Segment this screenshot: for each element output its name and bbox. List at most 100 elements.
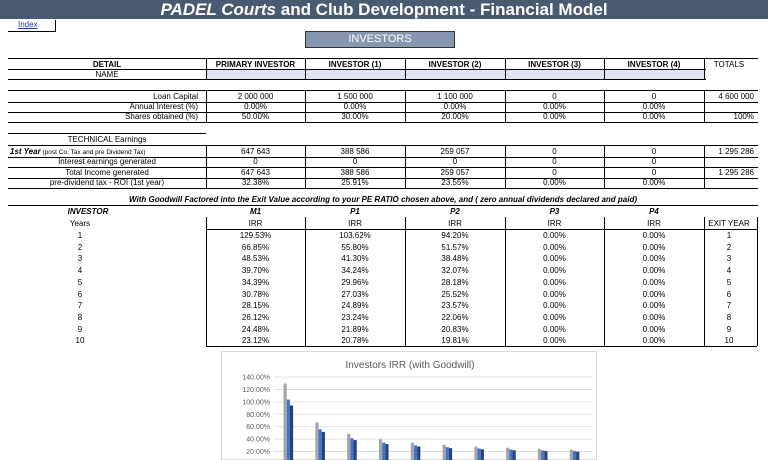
- earnings-row-value: 32.38%: [241, 178, 270, 187]
- table3-top: [8, 205, 758, 206]
- earnings-row-label: Interest earnings generated: [58, 157, 156, 166]
- page-title: PADEL Courts and Club Development - Fina…: [0, 0, 768, 19]
- grid-line: [604, 145, 605, 189]
- irr-subheader: IRR: [448, 219, 462, 228]
- row-line: [8, 122, 758, 123]
- detail-row-value: 0.00%: [543, 112, 566, 121]
- irr-value: 0.00%: [642, 336, 666, 346]
- page-title-italic: PADEL Courts: [160, 0, 276, 19]
- detail-row-value: 2 000 000: [237, 92, 274, 101]
- detail-row-value: 1 500 000: [337, 92, 373, 101]
- irr-value: 94.20%: [441, 231, 469, 240]
- earnings-row-value: 0: [651, 157, 657, 166]
- grid-line: [305, 58, 306, 80]
- grid-line: [505, 145, 506, 189]
- row-line: [8, 102, 758, 103]
- first-year-value: 647 643: [241, 147, 270, 156]
- chart-bar: [353, 440, 357, 460]
- irr-value: 23.24%: [341, 312, 369, 322]
- first-year-value: 0: [651, 147, 657, 156]
- irr-value: 28.15%: [241, 301, 270, 311]
- year-label: 2: [77, 242, 83, 252]
- table3-header-line: [206, 229, 758, 230]
- grid-line: [704, 217, 705, 346]
- chart-bar: [445, 447, 449, 460]
- year-label: 5: [77, 277, 83, 287]
- year-label: 10: [75, 336, 85, 346]
- irr-value: 0.00%: [642, 254, 666, 264]
- index-cell: [8, 20, 56, 32]
- irr-value: 0.00%: [543, 312, 566, 322]
- chart-bar: [576, 451, 580, 460]
- irr-value: 41.30%: [341, 254, 369, 264]
- grid-line: [405, 58, 406, 80]
- irr-value: 23.12%: [241, 336, 270, 346]
- earnings-row-value: 0: [651, 168, 657, 177]
- irr-value: 0.00%: [543, 231, 566, 240]
- exit-year-value: 1: [726, 231, 732, 240]
- grid-line: [704, 90, 705, 123]
- page-title-rest: and Club Development - Financial Model: [280, 0, 608, 19]
- chart-bar: [378, 439, 383, 460]
- irr-value: 55.80%: [341, 242, 369, 252]
- grid-line: [206, 217, 207, 346]
- grid-line: [405, 217, 406, 346]
- year-label: 9: [77, 324, 83, 334]
- row-line: [8, 112, 758, 113]
- grid-line: [206, 145, 207, 189]
- irr-value: 0.00%: [642, 289, 666, 299]
- earnings-row-value: 259 057: [440, 168, 470, 177]
- chart-bar: [512, 450, 516, 460]
- index-link[interactable]: Index: [18, 20, 38, 29]
- chart-y-tick-label: 20.00%: [246, 449, 270, 456]
- goodwill-note: With Goodwill Factored into the Exit Val…: [129, 195, 637, 204]
- row-line: [8, 178, 758, 179]
- earnings-row-value: 647 643: [241, 168, 270, 177]
- first-year-total: 1 295 286: [718, 147, 754, 156]
- irr-value: 0.00%: [642, 324, 666, 334]
- chart-bar: [474, 446, 478, 460]
- investor-col-header: PRIMARY INVESTOR: [215, 60, 296, 69]
- earnings-row-total: 1 295 286: [718, 168, 754, 177]
- earnings-row-value: 0: [253, 157, 258, 166]
- irr-value: 0.00%: [543, 301, 566, 311]
- chart-bar: [480, 449, 484, 460]
- grid-line: [405, 145, 406, 189]
- irr-value: 0.00%: [543, 289, 566, 299]
- chart-bar: [537, 448, 542, 460]
- exit-year-value: 10: [724, 336, 734, 346]
- grid-line: [305, 217, 306, 346]
- chart-bar: [382, 442, 386, 460]
- exit-year-value: 2: [726, 242, 732, 252]
- exit-year-value: 8: [726, 312, 732, 322]
- earnings-row-value: 0: [552, 157, 557, 166]
- years-label: Years: [69, 219, 91, 228]
- first-year-label: 1st Year (post Co. Tax and pre Dividend …: [10, 147, 206, 158]
- earnings-row-value: 23.55%: [441, 178, 469, 187]
- investor-name-input: [306, 69, 405, 79]
- chart-bar: [283, 383, 287, 460]
- chart-bar: [385, 444, 389, 460]
- title-banner: [0, 0, 768, 19]
- chart-title: Investors IRR (with Goodwill): [345, 360, 475, 371]
- irr-subheader: IRR: [348, 219, 362, 228]
- irr-value: 48.53%: [241, 254, 270, 264]
- chart-bar: [321, 431, 325, 460]
- irr-value: 66.85%: [241, 242, 270, 252]
- first-year-bold: 1st Year: [10, 147, 41, 156]
- chart-bar: [315, 422, 319, 460]
- exit-year-value: 4: [726, 266, 732, 276]
- row-line: [8, 157, 758, 158]
- chart-bar: [417, 446, 421, 460]
- irr-value: 27.03%: [341, 289, 369, 299]
- earnings-row-value: 0: [552, 168, 557, 177]
- exit-year-value: 6: [726, 289, 732, 299]
- year-label: 1: [77, 231, 83, 240]
- investor-col-header: INVESTOR (2): [428, 60, 482, 69]
- chart-bar: [289, 405, 294, 460]
- first-year-value: 259 057: [440, 147, 470, 156]
- irr-value: 103.62%: [339, 231, 371, 240]
- irr-value: 21.89%: [341, 324, 369, 334]
- chart-bar: [286, 399, 290, 460]
- investor-code: P2: [450, 207, 460, 216]
